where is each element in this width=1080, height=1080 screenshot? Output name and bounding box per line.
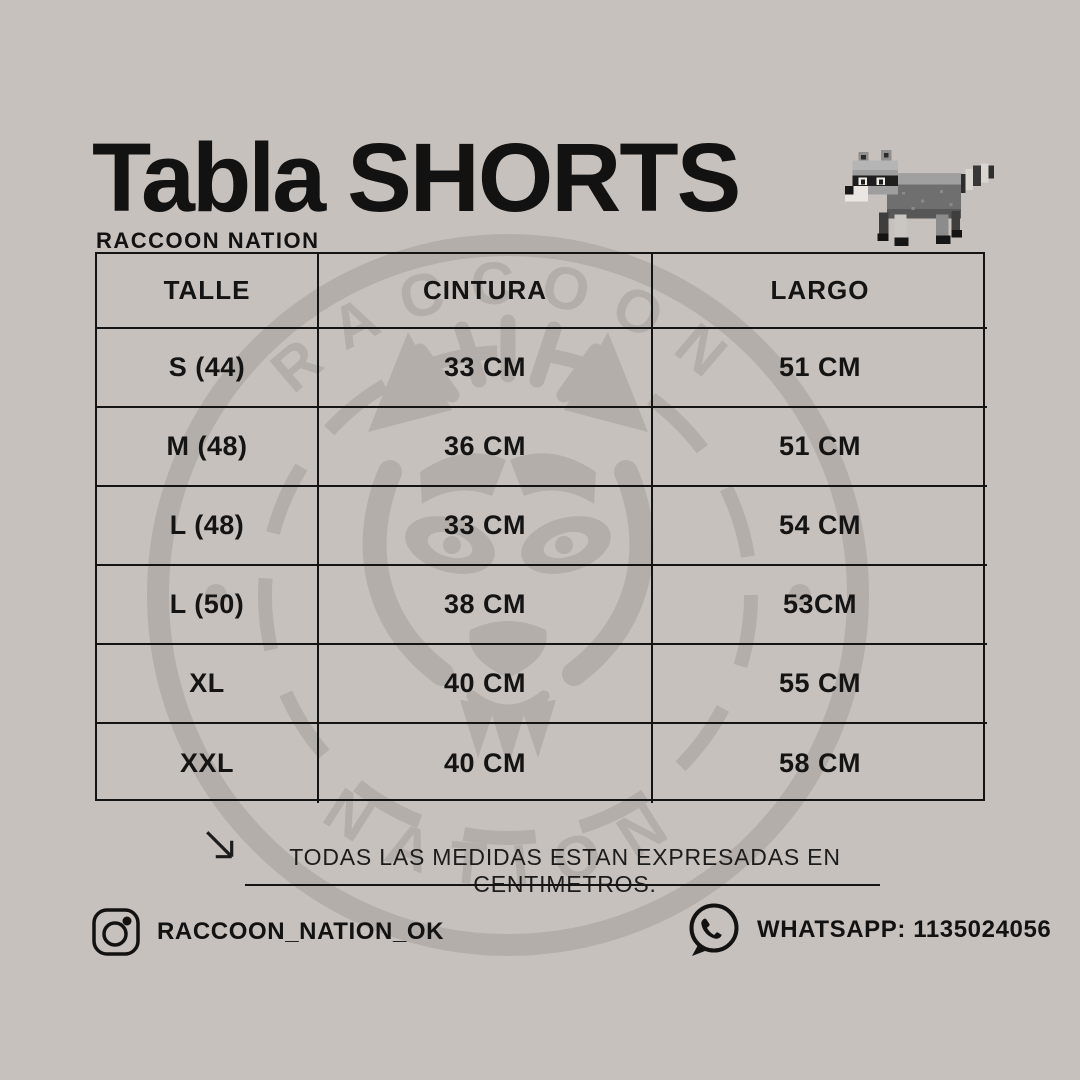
raccoon-pixel-art-icon: [845, 150, 995, 246]
table-cell-waist: 40 CM: [319, 645, 653, 724]
table-cell-waist: 36 CM: [319, 408, 653, 487]
table-cell-length: 51 CM: [653, 329, 987, 408]
instagram-icon: [90, 906, 142, 958]
column-header-largo: LARGO: [653, 254, 987, 329]
table-cell-waist: 33 CM: [319, 329, 653, 408]
whatsapp-icon: [686, 902, 742, 958]
table-cell-length: 54 CM: [653, 487, 987, 566]
table-cell-waist: 33 CM: [319, 487, 653, 566]
arrow-down-right-icon: [206, 831, 234, 859]
table-cell-size: XXL: [97, 724, 319, 803]
page-title-word2: SHORTS: [347, 123, 741, 232]
page-title-word1: Tabla: [92, 123, 326, 232]
column-header-talle: TALLE: [97, 254, 319, 329]
table-cell-size: M (48): [97, 408, 319, 487]
table-cell-length: 51 CM: [653, 408, 987, 487]
table-cell-length: 53CM: [653, 566, 987, 645]
measurement-note: TODAS LAS MEDIDAS ESTAN EXPRESADAS EN CE…: [289, 844, 841, 897]
instagram-handle: RACCOON_NATION_OK: [157, 918, 445, 945]
instagram-contact: RACCOON_NATION_OK: [90, 903, 444, 961]
table-cell-waist: 40 CM: [319, 724, 653, 803]
size-table: TALLE CINTURA LARGO S (44) 33 CM 51 CM M…: [95, 252, 987, 803]
table-cell-size: L (48): [97, 487, 319, 566]
page-title: Tabla SHORTS: [92, 129, 741, 226]
table-cell-length: 58 CM: [778, 748, 862, 778]
column-header-cintura: CINTURA: [319, 254, 653, 329]
table-cell-size: XL: [97, 645, 319, 724]
table-cell-length: 55 CM: [653, 645, 987, 724]
brand-subtitle: RACCOON NATION: [96, 228, 320, 253]
whatsapp-number: WHATSAPP: 1135024056: [757, 916, 1052, 943]
table-cell-size: L (50): [97, 566, 319, 645]
divider-line: [245, 884, 880, 886]
table-cell-size: S (44): [97, 329, 319, 408]
table-cell-waist: 38 CM: [319, 566, 653, 645]
whatsapp-contact: WHATSAPP: 1135024056: [686, 901, 1051, 959]
